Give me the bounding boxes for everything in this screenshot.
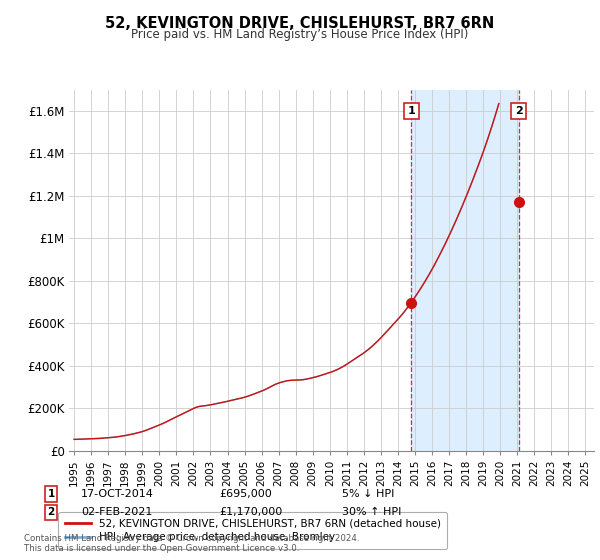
Text: 2: 2 bbox=[515, 106, 523, 116]
Text: 30% ↑ HPI: 30% ↑ HPI bbox=[342, 507, 401, 517]
Bar bbox=[412, 90, 518, 451]
Text: 1: 1 bbox=[47, 489, 55, 499]
Text: Contains HM Land Registry data © Crown copyright and database right 2024.
This d: Contains HM Land Registry data © Crown c… bbox=[24, 534, 359, 553]
Text: 1: 1 bbox=[407, 106, 415, 116]
Text: £1,170,000: £1,170,000 bbox=[219, 507, 282, 517]
Text: £695,000: £695,000 bbox=[219, 489, 272, 499]
Text: 5% ↓ HPI: 5% ↓ HPI bbox=[342, 489, 394, 499]
Text: 17-OCT-2014: 17-OCT-2014 bbox=[81, 489, 154, 499]
Text: 2: 2 bbox=[47, 507, 55, 517]
Legend: 52, KEVINGTON DRIVE, CHISLEHURST, BR7 6RN (detached house), HPI: Average price, : 52, KEVINGTON DRIVE, CHISLEHURST, BR7 6R… bbox=[58, 512, 448, 549]
Text: 52, KEVINGTON DRIVE, CHISLEHURST, BR7 6RN: 52, KEVINGTON DRIVE, CHISLEHURST, BR7 6R… bbox=[106, 16, 494, 31]
Text: 02-FEB-2021: 02-FEB-2021 bbox=[81, 507, 152, 517]
Text: Price paid vs. HM Land Registry’s House Price Index (HPI): Price paid vs. HM Land Registry’s House … bbox=[131, 28, 469, 41]
